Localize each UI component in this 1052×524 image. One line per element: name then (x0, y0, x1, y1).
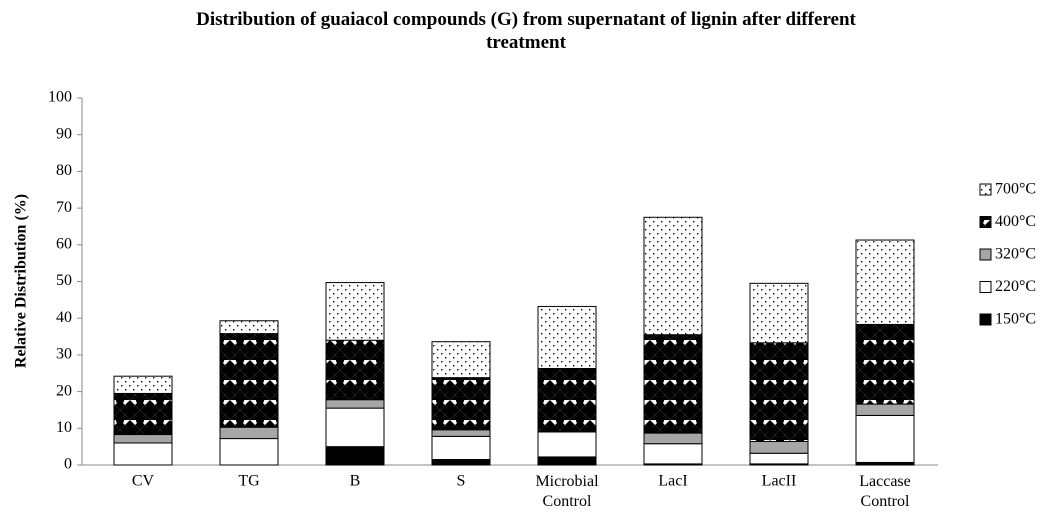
bar-segment (643, 216, 703, 336)
bar-segment (537, 431, 597, 458)
bar-segment (325, 446, 385, 466)
bar-segment (325, 399, 385, 409)
legend-label: 150°C (995, 311, 1036, 328)
y-tick-label: 80 (56, 162, 72, 179)
y-tick-label: 0 (64, 456, 72, 473)
x-tick-label: Microbial Control (535, 473, 599, 510)
legend-label: 700°C (995, 181, 1036, 198)
bar-segment (219, 320, 279, 335)
y-tick-label: 20 (56, 382, 72, 399)
bar-segment (855, 323, 915, 405)
bar-segment (219, 438, 279, 466)
x-tick-label: TG (238, 473, 260, 490)
x-tick-label: Laccase Control (859, 473, 911, 510)
bar-segment (219, 426, 279, 440)
bar-segment (749, 452, 809, 465)
y-tick-label: 90 (56, 125, 72, 142)
bar-segment (749, 282, 809, 344)
bar-segment (643, 334, 703, 434)
legend-swatch (979, 183, 992, 196)
bar-segment (431, 435, 491, 460)
bar-segment (855, 239, 915, 325)
bar-segment (325, 339, 385, 401)
x-tick-label: B (350, 473, 361, 490)
bar-segment (537, 456, 597, 466)
bar-segment (219, 333, 279, 428)
x-tick-label: LacI (658, 473, 687, 490)
y-tick-label: 10 (56, 419, 72, 436)
y-tick-label: 30 (56, 346, 72, 363)
legend-label: 220°C (995, 278, 1036, 295)
y-tick-label: 100 (48, 89, 72, 106)
bar-segment (113, 375, 173, 394)
bar-segment (113, 442, 173, 466)
y-tick-label: 70 (56, 199, 72, 216)
x-tick-label: S (457, 473, 466, 490)
bar-segment (113, 434, 173, 444)
y-tick-label: 60 (56, 235, 72, 252)
bar-segment (431, 458, 491, 466)
bar-segment (643, 432, 703, 445)
y-tick-label: 40 (56, 309, 72, 326)
bar-segment (431, 377, 491, 431)
bar-segment (643, 443, 703, 465)
bar-segment (325, 407, 385, 448)
bar-segment (749, 342, 809, 443)
y-tick-label: 50 (56, 272, 72, 289)
bar-segment (431, 341, 491, 379)
legend-swatch (979, 313, 992, 326)
legend-swatch (979, 216, 992, 228)
bar-segment (113, 392, 173, 436)
legend-label: 320°C (995, 246, 1036, 263)
legend-swatch (979, 281, 992, 293)
bar-segment (537, 305, 597, 369)
x-tick-label: LacII (762, 473, 797, 490)
bar-segment (431, 429, 491, 437)
legend-swatch (979, 248, 992, 261)
x-tick-label: CV (132, 473, 155, 490)
bar-segment (855, 414, 915, 463)
y-axis-title: Relative Distribution (%) (13, 194, 30, 368)
bar-segment (325, 282, 385, 341)
bar-segment (855, 403, 915, 416)
legend-label: 400°C (995, 213, 1036, 230)
chart-title: Distribution of guaiacol compounds (G) f… (196, 9, 856, 53)
bar-segment (537, 367, 597, 433)
bar-segment (749, 441, 809, 454)
